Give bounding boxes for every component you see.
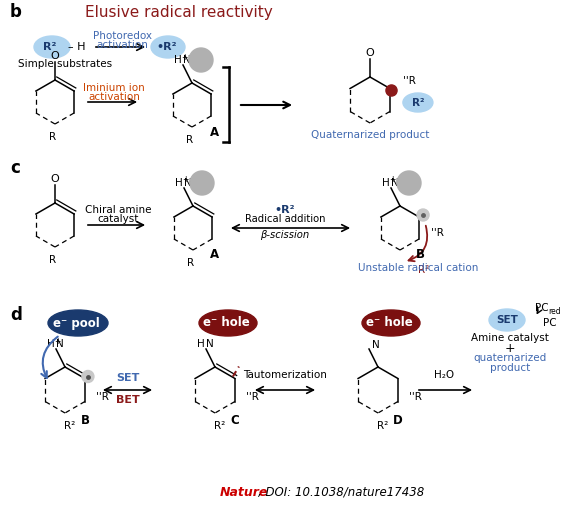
Text: ''R: ''R: [409, 392, 422, 402]
Text: Radical addition: Radical addition: [245, 214, 325, 224]
Circle shape: [190, 171, 214, 195]
Text: N: N: [206, 339, 214, 349]
Text: Unstable radical cation: Unstable radical cation: [358, 263, 478, 273]
Text: c: c: [10, 159, 20, 177]
Ellipse shape: [199, 310, 257, 336]
Text: R²: R²: [214, 421, 225, 431]
Text: , DOI: 10.1038/nature17438: , DOI: 10.1038/nature17438: [258, 485, 424, 499]
Text: Photoredox: Photoredox: [93, 31, 152, 41]
Text: quaternarized: quaternarized: [474, 353, 547, 363]
Ellipse shape: [48, 310, 108, 336]
Text: H: H: [175, 178, 183, 188]
Text: R: R: [186, 135, 193, 145]
Text: C: C: [231, 413, 239, 427]
Circle shape: [189, 48, 213, 72]
Text: catalyst: catalyst: [97, 214, 138, 224]
Text: activation: activation: [88, 92, 140, 102]
Text: PC: PC: [543, 318, 557, 328]
Text: red: red: [548, 306, 561, 315]
Text: D: D: [393, 413, 403, 427]
Text: R: R: [188, 258, 194, 268]
Ellipse shape: [489, 309, 525, 331]
Text: N: N: [391, 178, 399, 188]
Text: Simple substrates: Simple substrates: [18, 59, 112, 69]
Text: R: R: [49, 255, 57, 265]
Text: SET: SET: [496, 315, 518, 325]
Text: β-scission: β-scission: [260, 230, 309, 240]
Text: R²: R²: [418, 265, 429, 275]
Text: e⁻ hole: e⁻ hole: [202, 316, 249, 330]
Text: ''R: ''R: [403, 76, 416, 86]
Ellipse shape: [362, 310, 420, 336]
Circle shape: [397, 171, 421, 195]
Ellipse shape: [403, 93, 433, 112]
Text: R²: R²: [43, 42, 57, 52]
Text: R²: R²: [412, 98, 424, 108]
Text: BET: BET: [116, 395, 140, 405]
Text: O: O: [51, 174, 59, 184]
Text: Iminium ion: Iminium ion: [83, 83, 145, 93]
Text: +: +: [54, 337, 60, 346]
Text: +: +: [389, 175, 395, 184]
Text: e⁻ pool: e⁻ pool: [53, 316, 100, 330]
Text: – H: – H: [68, 42, 85, 52]
Ellipse shape: [151, 36, 185, 58]
Text: ''R: ''R: [96, 392, 109, 402]
Text: SET: SET: [116, 373, 140, 383]
Text: Quaternarized product: Quaternarized product: [311, 130, 429, 140]
Ellipse shape: [34, 36, 70, 58]
Text: •R²: •R²: [157, 42, 177, 52]
Circle shape: [417, 209, 429, 221]
Text: +: +: [182, 175, 188, 184]
Text: N: N: [184, 178, 192, 188]
Text: N: N: [56, 339, 64, 349]
Text: B: B: [415, 249, 424, 261]
Text: +: +: [505, 341, 515, 355]
Text: B: B: [81, 413, 89, 427]
Text: PC: PC: [535, 303, 549, 313]
Text: H: H: [174, 55, 182, 65]
Text: A: A: [210, 249, 220, 261]
Text: R²: R²: [65, 421, 76, 431]
Text: •R²: •R²: [275, 205, 295, 215]
Text: b: b: [10, 3, 22, 21]
Text: O: O: [51, 51, 59, 61]
Text: d: d: [10, 306, 22, 324]
Text: Chiral amine: Chiral amine: [85, 205, 151, 215]
Circle shape: [82, 370, 94, 383]
Text: activation: activation: [96, 40, 148, 50]
Text: product: product: [490, 363, 530, 373]
Text: H: H: [197, 339, 205, 349]
Text: O: O: [366, 48, 375, 58]
Text: ''R: ''R: [246, 392, 259, 402]
Text: R: R: [49, 132, 57, 142]
Text: Amine catalyst: Amine catalyst: [471, 333, 549, 343]
Text: N: N: [372, 340, 380, 350]
Text: A: A: [209, 126, 219, 138]
Text: ''R: ''R: [431, 228, 444, 238]
Text: +: +: [181, 52, 187, 61]
Text: e⁻ hole: e⁻ hole: [366, 316, 412, 330]
Text: Tautomerization: Tautomerization: [243, 370, 327, 380]
Text: Elusive radical reactivity: Elusive radical reactivity: [85, 4, 273, 20]
Text: N: N: [183, 55, 191, 65]
Text: H: H: [382, 178, 390, 188]
Text: Nature: Nature: [220, 485, 268, 499]
Text: H₂O: H₂O: [434, 370, 454, 380]
Text: R²: R²: [378, 421, 388, 431]
Text: H: H: [47, 339, 55, 349]
